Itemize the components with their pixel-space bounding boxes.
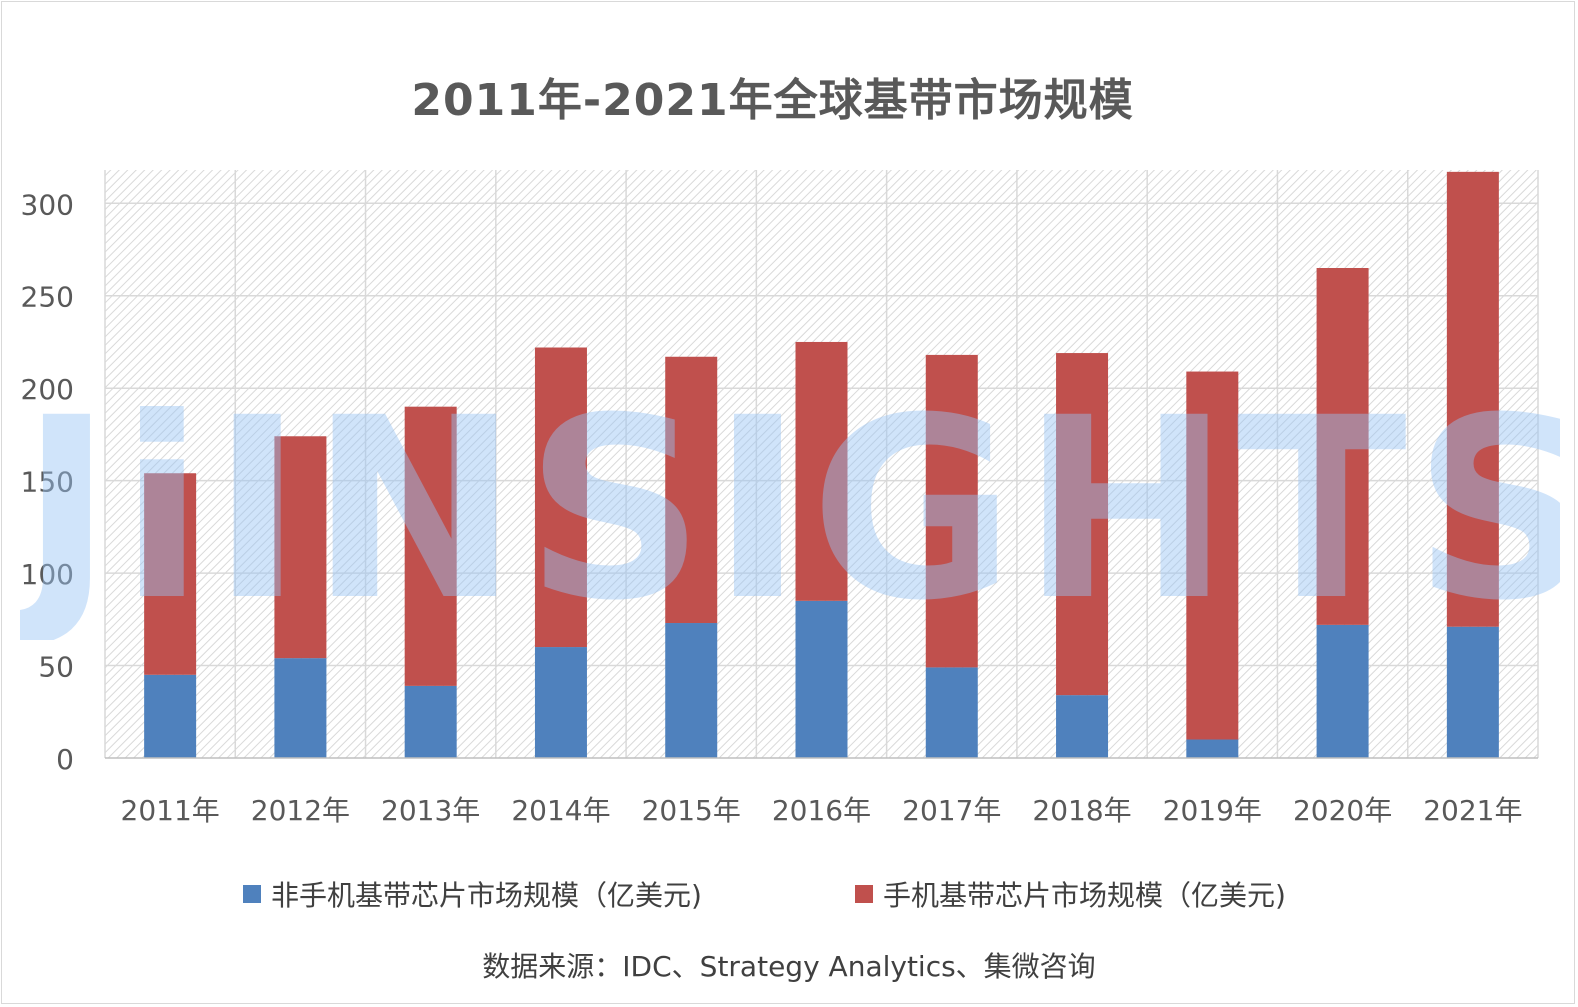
x-tick-label: 2017年 — [902, 794, 1001, 827]
x-tick-label: 2013年 — [381, 794, 480, 827]
y-tick-label: 250 — [21, 281, 74, 314]
y-tick-label: 50 — [38, 651, 74, 684]
y-tick-label: 150 — [21, 466, 74, 499]
bar-phone-2019年 — [1186, 371, 1239, 740]
y-tick-label: 100 — [21, 558, 74, 591]
bar-phone-2017年 — [925, 354, 978, 668]
x-tick-label: 2011年 — [121, 794, 220, 827]
bar-non-phone-2016年 — [795, 600, 848, 758]
bar-phone-2011年 — [144, 473, 197, 675]
bar-non-phone-2015年 — [665, 623, 718, 758]
bar-non-phone-2018年 — [1056, 695, 1109, 758]
x-tick-label: 2020年 — [1293, 794, 1392, 827]
chart-title: 2011年-2021年全球基带市场规模 — [411, 75, 1134, 126]
y-tick-label: 200 — [21, 373, 74, 406]
bar-non-phone-2013年 — [404, 685, 457, 758]
x-tick-label: 2014年 — [511, 794, 610, 827]
x-tick-label: 2018年 — [1032, 794, 1131, 827]
bar-phone-2014年 — [534, 347, 587, 648]
axes: 0 50 100 150 200 250 300 2011年 2012年 2013年 2014年 20… — [21, 188, 1538, 827]
x-tick-label: 2019年 — [1163, 794, 1262, 827]
bar-phone-2015年 — [665, 356, 718, 624]
bar-non-phone-2012年 — [274, 658, 327, 758]
bar-non-phone-2019年 — [1186, 739, 1239, 758]
legend-item-non-phone: 非手机基带芯片市场规模（亿美元) — [243, 874, 702, 914]
y-tick-label: 300 — [21, 188, 74, 221]
data-source-note: 数据来源：IDC、Strategy Analytics、集微咨询 — [482, 950, 1096, 983]
bar-non-phone-2020年 — [1316, 624, 1369, 758]
bar-non-phone-2014年 — [534, 647, 587, 758]
x-tick-label: 2015年 — [642, 794, 741, 827]
legend: 非手机基带芯片市场规模（亿美元) 手机基带芯片市场规模（亿美元) — [0, 874, 1578, 918]
legend-label: 非手机基带芯片市场规模（亿美元) — [271, 879, 702, 912]
bar-phone-2021年 — [1446, 171, 1499, 627]
legend-label: 手机基带芯片市场规模（亿美元) — [883, 879, 1286, 912]
legend-item-phone: 手机基带芯片市场规模（亿美元) — [855, 874, 1286, 914]
x-tick-label: 2016年 — [772, 794, 871, 827]
legend-swatch — [243, 885, 261, 903]
bar-non-phone-2021年 — [1446, 626, 1499, 758]
bar-phone-2018年 — [1056, 353, 1109, 696]
bars — [144, 171, 1499, 758]
bar-phone-2020年 — [1316, 268, 1369, 625]
gridlines — [104, 170, 1539, 758]
legend-swatch — [855, 885, 873, 903]
bar-phone-2013年 — [404, 406, 457, 686]
y-tick-label: 0 — [56, 743, 74, 776]
x-tick-label: 2012年 — [251, 794, 350, 827]
bar-non-phone-2017年 — [925, 667, 978, 758]
bar-phone-2016年 — [795, 341, 848, 601]
x-tick-label: 2021年 — [1423, 794, 1522, 827]
bar-phone-2012年 — [274, 436, 327, 659]
bar-non-phone-2011年 — [144, 674, 197, 758]
